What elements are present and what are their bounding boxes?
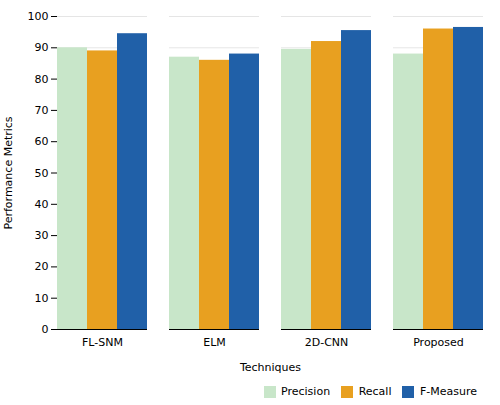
svg-text:Techniques: Techniques [239, 361, 301, 374]
svg-text:70: 70 [35, 104, 49, 117]
svg-text:60: 60 [35, 135, 49, 148]
svg-text:FL-SNM: FL-SNM [82, 336, 123, 349]
html-text:Precision: Precision [281, 385, 331, 398]
svg-text:Performance Metrics: Performance Metrics [2, 116, 15, 229]
svg-text:30: 30 [35, 229, 49, 242]
svg-text:0: 0 [42, 323, 49, 336]
svg-text:Proposed: Proposed [413, 336, 464, 349]
svg-text:40: 40 [35, 198, 49, 211]
svg-text:50: 50 [35, 167, 49, 180]
svg-text:100: 100 [28, 10, 49, 23]
svg-text:90: 90 [35, 41, 49, 54]
svg-text:ELM: ELM [203, 336, 226, 349]
html-text:F-Measure: F-Measure [420, 385, 477, 398]
svg-text:20: 20 [35, 260, 49, 273]
svg-text:10: 10 [35, 292, 49, 305]
html-text:Recall: Recall [358, 385, 392, 398]
svg-text:80: 80 [35, 73, 49, 86]
svg-text:2D-CNN: 2D-CNN [305, 336, 349, 349]
